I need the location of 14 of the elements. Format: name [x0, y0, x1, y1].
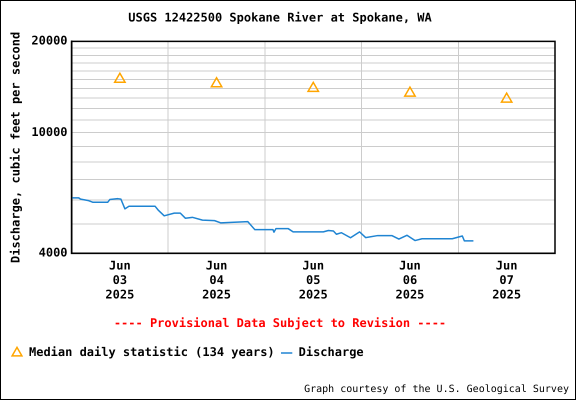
x-tick-label: Jun 07 2025: [492, 258, 522, 302]
x-tick-label: Jun 03 2025: [105, 258, 134, 302]
chart-title: USGS 12422500 Spokane River at Spokane, WA: [128, 10, 432, 24]
text: ---- Provisional Data Subject to Revision ----: [114, 316, 446, 330]
x-tick-label: Jun 06 2025: [396, 258, 424, 302]
x-tick-label: Jun 04 2025: [202, 258, 232, 302]
y-tick-label: 20000: [31, 34, 68, 48]
y-tick-label: 4000: [38, 246, 68, 260]
legend-label: Median daily statistic (134 years): [29, 345, 275, 360]
legend-label: Discharge: [298, 345, 364, 360]
y-axis-title: Discharge, cubic feet per second: [8, 32, 22, 263]
x-tick-label: Jun 05 2025: [298, 258, 328, 302]
y-tick-label: 10000: [31, 124, 68, 139]
text: Graph courtesy of the U.S. Geological Survey: [304, 384, 569, 395]
